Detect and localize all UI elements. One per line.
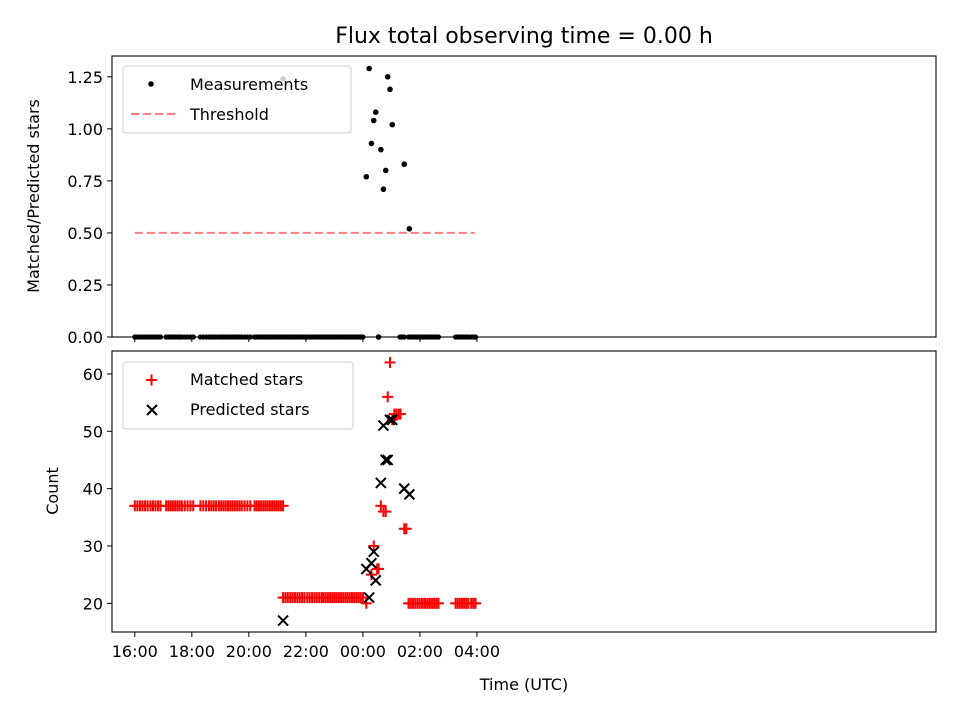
measurement-point xyxy=(363,173,370,180)
predicted-star-stroke xyxy=(368,546,380,558)
bottom-y-tick-label: 20 xyxy=(83,594,103,613)
top-y-tick-label: 1.00 xyxy=(67,120,103,139)
bottom-y-axis: 20 30 40 50 60 xyxy=(83,365,112,613)
measurements-series xyxy=(280,65,413,340)
bottom-x-tick-label: 04:00 xyxy=(454,642,500,661)
predicted-star-stroke xyxy=(370,574,382,587)
predicted-star-stroke xyxy=(386,414,398,426)
predicted-star-stroke xyxy=(375,477,387,489)
top-legend: Measurements Threshold xyxy=(122,65,352,134)
top-y-tick-label: 0.00 xyxy=(67,328,103,347)
predicted-star-point xyxy=(382,454,394,466)
top-legend-frame xyxy=(122,65,352,134)
measurement-point xyxy=(370,117,377,124)
top-y-axis-label: Matched/Predicted stars xyxy=(24,99,43,293)
measurement-point xyxy=(368,140,375,147)
bottom-x-tick-label: 00:00 xyxy=(340,642,386,661)
top-y-tick-label: 0.50 xyxy=(67,224,103,243)
bottom-legend: Matched stars Predicted stars xyxy=(122,361,354,430)
predicted-star-point xyxy=(403,488,416,501)
measurement-point xyxy=(384,74,391,80)
predicted-star-point xyxy=(386,414,398,426)
chart-title: Flux total observing time = 0.00 h xyxy=(335,24,713,49)
legend-measurements-label: Measurements xyxy=(190,75,308,94)
legend-measurements-marker xyxy=(148,81,154,87)
legend-predicted-marker xyxy=(146,404,158,416)
legend-matched-label: Matched stars xyxy=(190,370,303,389)
top-y-tick-label: 0.25 xyxy=(67,276,103,295)
matched-star-point xyxy=(373,563,385,575)
predicted-star-stroke xyxy=(398,482,410,495)
matched-star-point xyxy=(277,500,289,512)
predicted-stars-series xyxy=(277,414,416,627)
top-plot-frame xyxy=(111,55,937,338)
measurement-point xyxy=(382,167,389,174)
matched-star-point xyxy=(368,540,380,552)
predicted-star-point xyxy=(375,477,387,489)
matched-star-point xyxy=(380,506,392,518)
measurement-point xyxy=(401,161,408,168)
predicted-star-point xyxy=(277,614,289,627)
top-x-axis xyxy=(134,337,478,342)
measurement-point xyxy=(366,65,372,72)
matched-star-point xyxy=(365,569,377,581)
matched-star-point xyxy=(357,592,369,604)
measurement-point xyxy=(380,186,387,193)
bottom-y-tick-label: 50 xyxy=(83,422,103,441)
predicted-star-point xyxy=(363,591,375,604)
measurement-point xyxy=(378,146,384,153)
legend-matched-marker xyxy=(146,374,157,386)
predicted-star-stroke xyxy=(380,454,392,466)
matched-star-point xyxy=(400,523,412,535)
bottom-x-tick-label: 20:00 xyxy=(226,642,272,661)
matched-stars-series xyxy=(129,356,482,609)
predicted-star-stroke xyxy=(277,614,289,627)
matched-star-point xyxy=(432,597,444,609)
bottom-x-tick-label: 18:00 xyxy=(169,642,215,661)
predicted-star-point xyxy=(370,574,382,587)
top-y-tick-label: 0.75 xyxy=(67,172,103,191)
measurement-point xyxy=(406,225,413,232)
matched-star-point xyxy=(395,408,407,420)
bottom-x-tick-label: 16:00 xyxy=(112,642,158,661)
measurement-point xyxy=(387,86,393,93)
matched-star-point xyxy=(382,391,394,403)
legend-threshold-label: Threshold xyxy=(189,105,269,124)
predicted-star-stroke xyxy=(382,454,394,466)
x-axis-label: Time (UTC) xyxy=(479,675,568,694)
predicted-star-stroke xyxy=(384,414,396,426)
top-y-tick-label: 1.25 xyxy=(67,68,103,87)
legend-predicted-label: Predicted stars xyxy=(190,400,310,419)
predicted-star-stroke xyxy=(363,591,375,604)
predicted-star-point xyxy=(365,557,378,569)
bottom-y-tick-label: 60 xyxy=(83,365,103,384)
measurement-point xyxy=(372,109,379,115)
bottom-plot-frame xyxy=(111,350,937,633)
predicted-star-stroke xyxy=(403,488,416,501)
bottom-x-tick-label: 22:00 xyxy=(283,642,329,661)
measurement-point xyxy=(389,121,396,128)
matched-star-point xyxy=(384,356,396,368)
bottom-y-tick-label: 30 xyxy=(83,537,103,556)
bottom-x-axis: 16:00 18:00 20:00 22:00 00:00 02:00 04:00 xyxy=(112,632,500,661)
bottom-x-tick-label: 02:00 xyxy=(397,642,443,661)
matched-star-point xyxy=(375,500,387,512)
predicted-star-point xyxy=(368,546,380,558)
predicted-star-point xyxy=(380,454,392,466)
top-panel: 0.00 0.25 0.50 0.75 1.00 1.25 Matched/Predict… xyxy=(24,55,937,347)
top-y-axis: 0.00 0.25 0.50 0.75 1.00 1.25 xyxy=(67,68,112,347)
predicted-star-point xyxy=(384,414,396,426)
predicted-star-stroke xyxy=(365,557,378,569)
bottom-y-axis-label: Count xyxy=(43,467,62,515)
bottom-panel: 20 30 40 50 60 16:00 18:00 20:00 22:00 00:00 02:0… xyxy=(43,350,937,694)
bottom-legend-frame xyxy=(122,361,354,430)
matched-star-point xyxy=(470,597,482,609)
bottom-y-tick-label: 40 xyxy=(83,480,103,499)
